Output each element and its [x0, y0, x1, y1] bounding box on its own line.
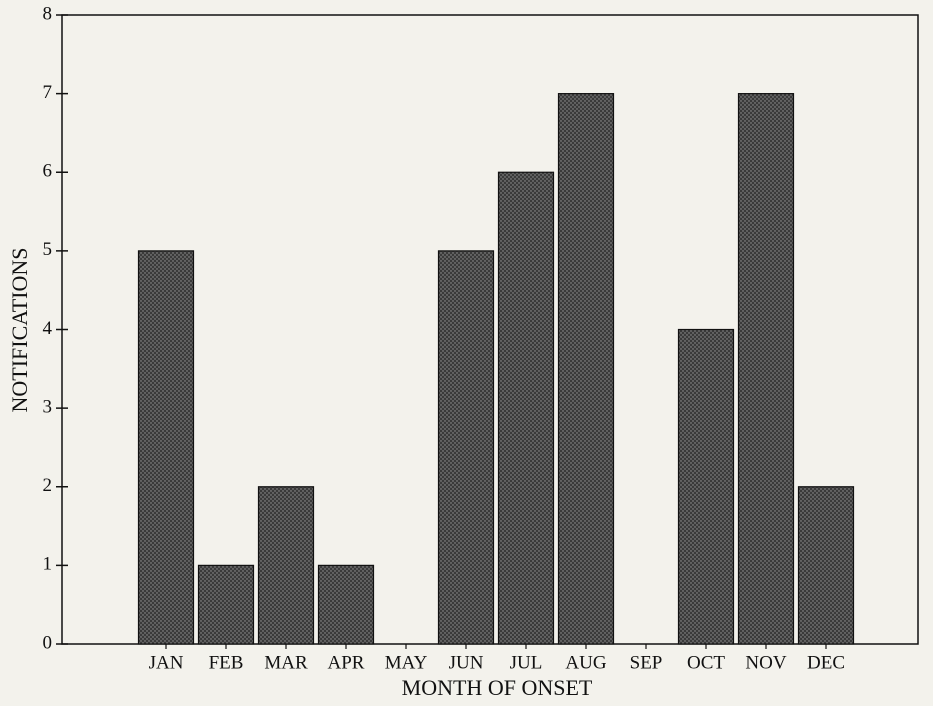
- x-tick-label: MAR: [264, 652, 308, 673]
- y-tick-label: 7: [43, 82, 53, 103]
- bar: [137, 250, 195, 645]
- bar: [557, 93, 615, 645]
- bar: [677, 328, 735, 645]
- bar: [497, 171, 555, 645]
- bar: [437, 250, 495, 645]
- x-tick-label: APR: [328, 652, 365, 673]
- y-tick-label: 0: [43, 632, 53, 653]
- y-tick-label: 4: [43, 318, 53, 339]
- bar: [797, 486, 855, 645]
- bar: [197, 564, 255, 645]
- x-tick-label: DEC: [807, 652, 845, 673]
- x-tick-label: OCT: [687, 652, 725, 673]
- y-tick-label: 8: [43, 3, 53, 24]
- y-tick-label: 2: [43, 475, 53, 496]
- x-tick-label: FEB: [209, 652, 244, 673]
- x-tick-label: NOV: [745, 652, 786, 673]
- y-tick-label: 5: [43, 239, 53, 260]
- y-tick-label: 3: [43, 396, 53, 417]
- x-tick-label: AUG: [565, 652, 606, 673]
- x-tick-label: JUN: [449, 652, 484, 673]
- y-tick-label: 6: [43, 161, 53, 182]
- bar: [737, 93, 795, 645]
- x-axis-title: MONTH OF ONSET: [402, 675, 593, 700]
- y-axis-title: NOTIFICATIONS: [7, 248, 32, 413]
- bar: [257, 486, 315, 645]
- x-tick-label: SEP: [630, 652, 663, 673]
- y-tick-label: 1: [43, 554, 53, 575]
- x-tick-label: JUL: [510, 652, 543, 673]
- x-tick-label: JAN: [149, 652, 184, 673]
- x-tick-label: MAY: [385, 652, 428, 673]
- bar: [317, 564, 375, 645]
